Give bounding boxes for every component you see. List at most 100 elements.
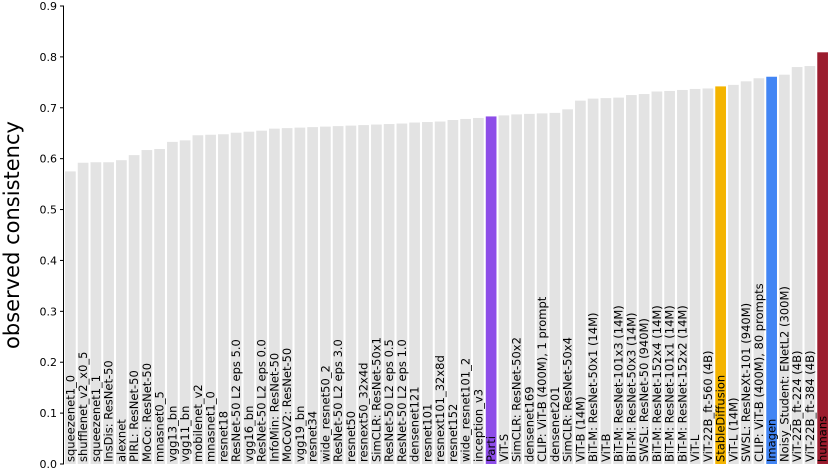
- bar-mnasnet1-0: [205, 134, 216, 464]
- bar-resnet-50-l2-eps-3-0: [332, 126, 344, 464]
- bar-wide-resnet101-2: [460, 118, 471, 464]
- bar-label: BiT-M: ResNet-50x3 (14M): [624, 313, 638, 462]
- bar-densenet201: [549, 112, 561, 465]
- bar-resnext101-32x8d: [434, 121, 446, 465]
- y-tick-label: 0.2: [40, 356, 58, 369]
- y-tick-label: 0.5: [40, 204, 58, 217]
- bar-label: InfoMin: ResNet-50: [267, 353, 281, 462]
- bar-mobilenet-v2: [192, 135, 204, 464]
- bar-label: alexnet: [114, 419, 128, 462]
- bar-label: resnet50: [344, 411, 358, 462]
- bar-vgg13-bn: [167, 141, 178, 464]
- bar-label: densenet201: [548, 386, 562, 462]
- y-tick-label: 0.0: [40, 458, 58, 470]
- bar-label: mnasnet0_5: [153, 391, 167, 462]
- bar-vit-b: [600, 98, 612, 465]
- bar-simclr-resnet-50x2: [511, 114, 522, 464]
- bar-shufflenet-v2-x0-5: [77, 162, 89, 465]
- bar-label: StableDiffusion: [714, 375, 728, 462]
- bar-resnet34: [307, 127, 318, 465]
- bar-vit-22b-ft-560-4b: [702, 88, 714, 464]
- bar-label: Parti: [484, 436, 498, 462]
- bar-label: mobilenet_v2: [191, 384, 205, 462]
- bar-label: SimCLR: ResNet-50x4: [561, 337, 575, 462]
- bar-label: SimCLR: ResNet-50x1: [369, 337, 383, 462]
- bar-label: densenet121: [408, 386, 422, 462]
- bar-label: ViT-B: [599, 433, 613, 462]
- bar-vit-22b-ft-224-4b: [791, 67, 803, 464]
- bar-label: CLIP: ViT-B (400M), 80 prompts: [752, 283, 766, 462]
- bar-noisy-student-enetl2-300m: [779, 74, 790, 464]
- bar-squeezenet1-0: [65, 171, 76, 464]
- bar-swsl-resnet-50-940m: [638, 94, 650, 464]
- bar-infomin-resnet-50: [269, 128, 280, 464]
- bar-resnet-50-l2-eps-0-5: [383, 124, 395, 464]
- bar-labels-group: squeezenet1_0shufflenet_v2_x0_5squeezene…: [63, 283, 829, 462]
- bar-label: resnet18: [216, 411, 230, 462]
- bar-label: ViT-22B_ft-384 (4B): [803, 351, 817, 463]
- bar-label: vgg13_bn: [165, 406, 179, 462]
- bar-label: ResNet-50 L2 eps 0.5: [382, 339, 396, 462]
- bar-label: ViT-L: [688, 434, 702, 462]
- bar-label: BiT-M: ResNet-152x2 (14M): [675, 305, 689, 462]
- y-tick-label: 0.3: [40, 305, 58, 318]
- bar-label: resnet34: [306, 411, 320, 462]
- bar-bit-m-resnet-152x4-14m: [651, 91, 663, 465]
- bar-simclr-resnet-50x1: [371, 124, 382, 464]
- bar-simclr-resnet-50x4: [562, 109, 573, 465]
- bar-clip-vit-b-400m-80-prompts: [753, 78, 765, 464]
- bar-label: vgg16_bn: [242, 406, 256, 462]
- bar-resnet50: [345, 125, 357, 464]
- y-axis-label: observed consistency: [0, 121, 24, 349]
- bar-label: mnasnet1_0: [204, 391, 218, 462]
- bar-label: squeezenet1_1: [89, 375, 103, 462]
- bar-label: ResNet-50 L2 eps 1.0: [395, 339, 409, 462]
- bar-label: humans: [816, 416, 830, 462]
- bar-label: wide_resnet101_2: [459, 358, 473, 462]
- bar-label: shufflenet_v2_x0_5: [76, 352, 90, 462]
- bar-pirl-resnet-50: [128, 155, 140, 464]
- bar-resnet-50-l2-eps-1-0: [396, 123, 408, 465]
- bar-resnet18: [218, 134, 229, 465]
- bar-label: ViT-B (14M): [573, 396, 587, 462]
- bar-label: MoCoV2: ResNet-50: [280, 348, 294, 462]
- bar-label: CLIP: ViT-B (400M), 1 prompt: [535, 296, 549, 462]
- bar-resnet101: [422, 122, 433, 464]
- bar-label: vgg11_bn: [178, 406, 192, 462]
- bar-resnet152: [447, 119, 459, 465]
- bar-densenet121: [409, 122, 420, 464]
- bar-mnasnet0-5: [154, 149, 165, 464]
- bar-label: ResNet-50 L2 eps 5.0: [229, 339, 243, 462]
- bar-label: ViT-22B_ft-224 (4B): [790, 351, 804, 463]
- bar-vit-22b-ft-384-4b: [804, 66, 816, 465]
- bar-label: densenet169: [522, 386, 536, 462]
- bar-label: ViT-22B_ft-560 (4B): [701, 351, 715, 463]
- bar-label: BiT-M: ResNet-152x4 (14M): [650, 305, 664, 462]
- y-axis: 0.0 0.1 0.2 0.3 0.4 0.5 0.6 0.7 0.8 0.9: [40, 0, 64, 470]
- bar-label: SimCLR: ResNet-50x2: [510, 337, 524, 462]
- bar-label: BiT-M: ResNet-101x1 (14M): [663, 305, 677, 462]
- bar-mocov2-resnet-50: [281, 128, 293, 464]
- bar-label: resnext50_32x4d: [357, 363, 371, 462]
- bar-label: InsDis: ResNet-50: [102, 360, 116, 462]
- bar-label: SWSL: ResNeXt-101 (940M): [739, 303, 753, 462]
- bar-label: Noisy_Student: ENetL2 (300M): [777, 286, 791, 462]
- bar-resnext50-32x4d: [358, 125, 369, 464]
- bar-vit-b-14m: [575, 100, 586, 465]
- bar-label: MoCo: ResNet-50: [140, 363, 154, 462]
- bar-label: resnet101: [420, 404, 434, 462]
- bar-label: wide_resnet50_2: [318, 365, 332, 462]
- bar-moco-resnet-50: [141, 150, 153, 464]
- bar-stablediffusion: [715, 86, 726, 465]
- bar-squeezenet1-1: [90, 162, 102, 465]
- bar-vgg16-bn: [243, 131, 255, 464]
- y-tick-label: 0.4: [40, 254, 58, 267]
- bar-label: SWSL: ResNet-50 (940M): [637, 318, 651, 462]
- bar-vit-l-14m: [728, 84, 739, 464]
- y-tick-label: 0.8: [40, 51, 58, 64]
- y-tick-label: 0.1: [40, 407, 58, 420]
- bar-vgg19-bn: [294, 127, 306, 465]
- bar-label: inception_v3: [471, 389, 485, 462]
- bar-label: resnet152: [446, 404, 460, 462]
- bar-imagen: [766, 76, 777, 465]
